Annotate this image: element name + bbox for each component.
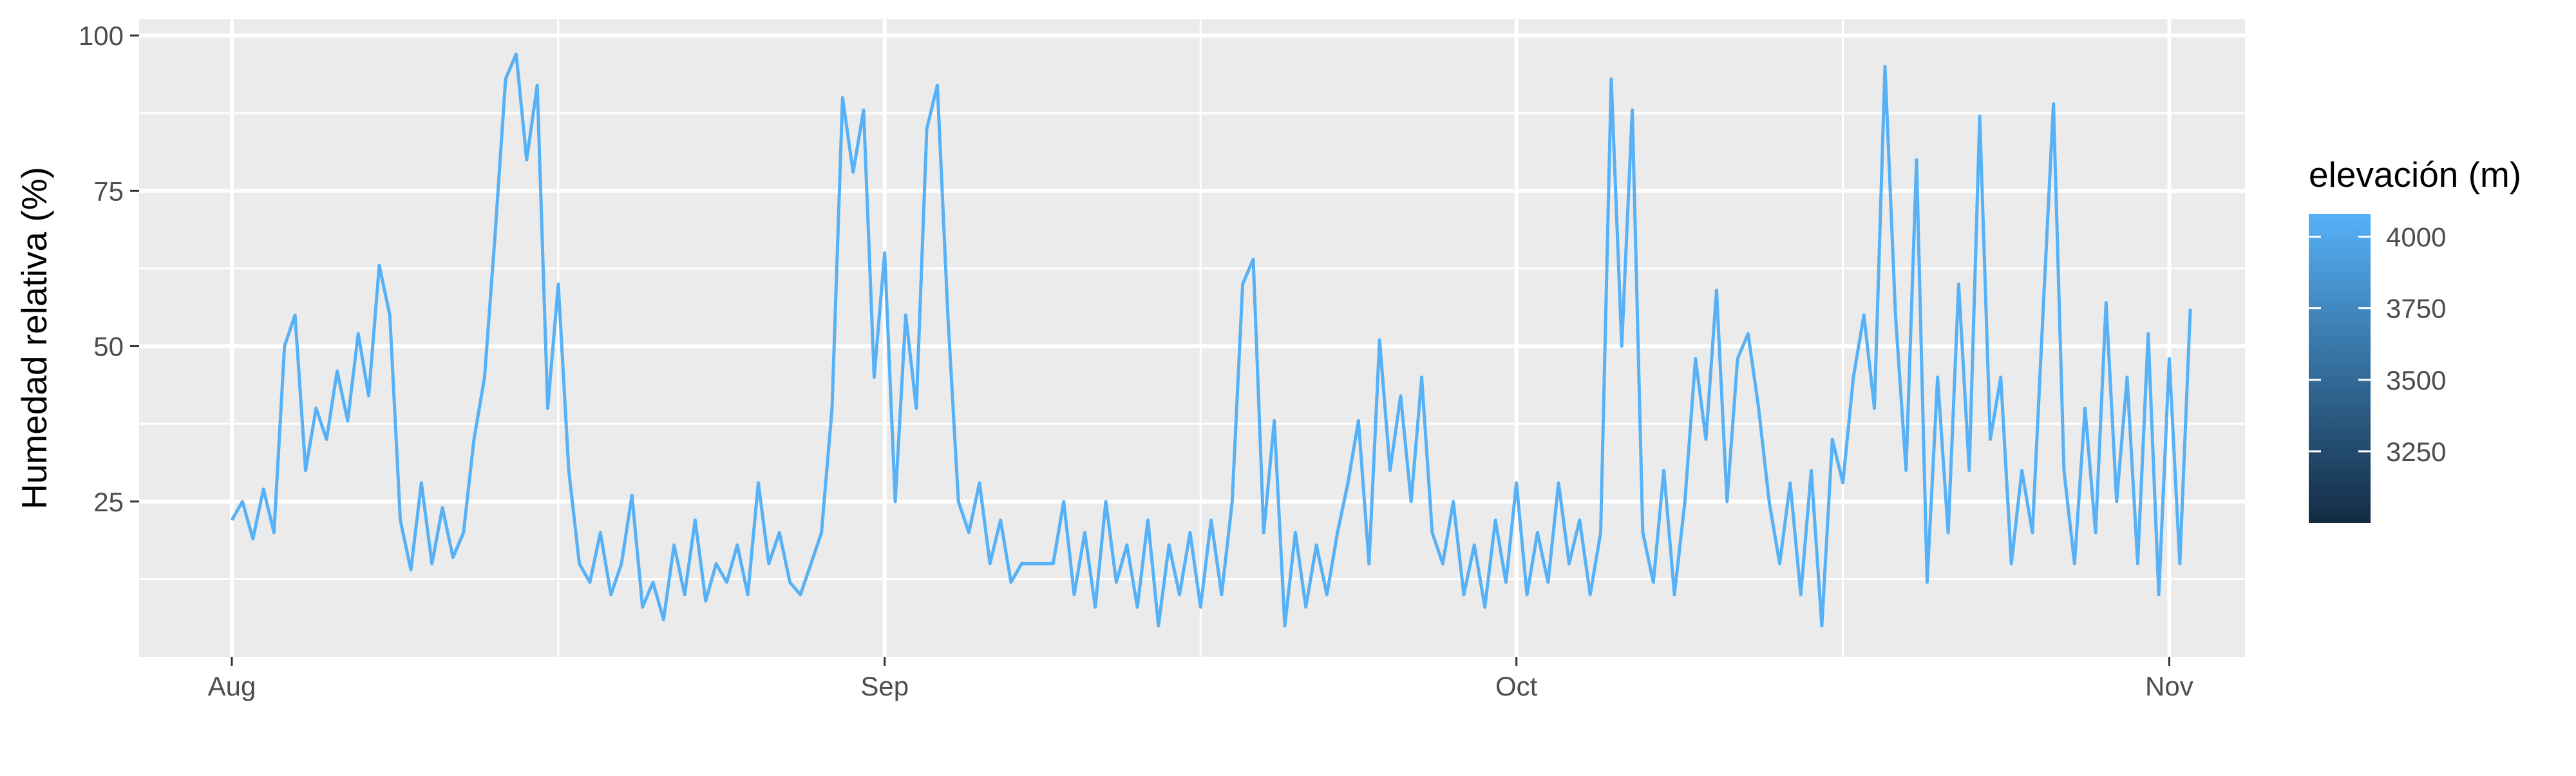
humidity-series-line — [230, 52, 2192, 628]
legend-title: elevación (m) — [2309, 155, 2521, 194]
legend-ticks: 4000 3750 3500 3250 — [2309, 222, 2446, 467]
y-tick-label: 25 — [93, 487, 124, 517]
legend-label: 3500 — [2386, 365, 2446, 395]
y-axis: 25 50 75 100 — [79, 21, 139, 517]
y-tick-label: 100 — [79, 21, 124, 51]
y-tick-label: 50 — [93, 332, 124, 362]
legend-label: 3750 — [2386, 294, 2446, 324]
x-tick-label: Sep — [860, 671, 909, 701]
series-layer — [230, 52, 2192, 628]
legend: elevación (m) 4000 3750 3500 3250 — [2309, 155, 2521, 523]
legend-colorbar — [2309, 214, 2371, 523]
x-axis: Aug Sep Oct Nov — [208, 657, 2193, 701]
legend-label: 3250 — [2386, 437, 2446, 467]
x-tick-label: Oct — [1495, 671, 1538, 701]
x-tick-label: Aug — [208, 671, 256, 701]
y-axis-title: Humedad relativa (%) — [14, 167, 54, 509]
legend-label: 4000 — [2386, 222, 2446, 252]
x-tick-label: Nov — [2145, 671, 2193, 701]
y-tick-label: 75 — [93, 176, 124, 206]
major-gridlines — [139, 19, 2245, 657]
